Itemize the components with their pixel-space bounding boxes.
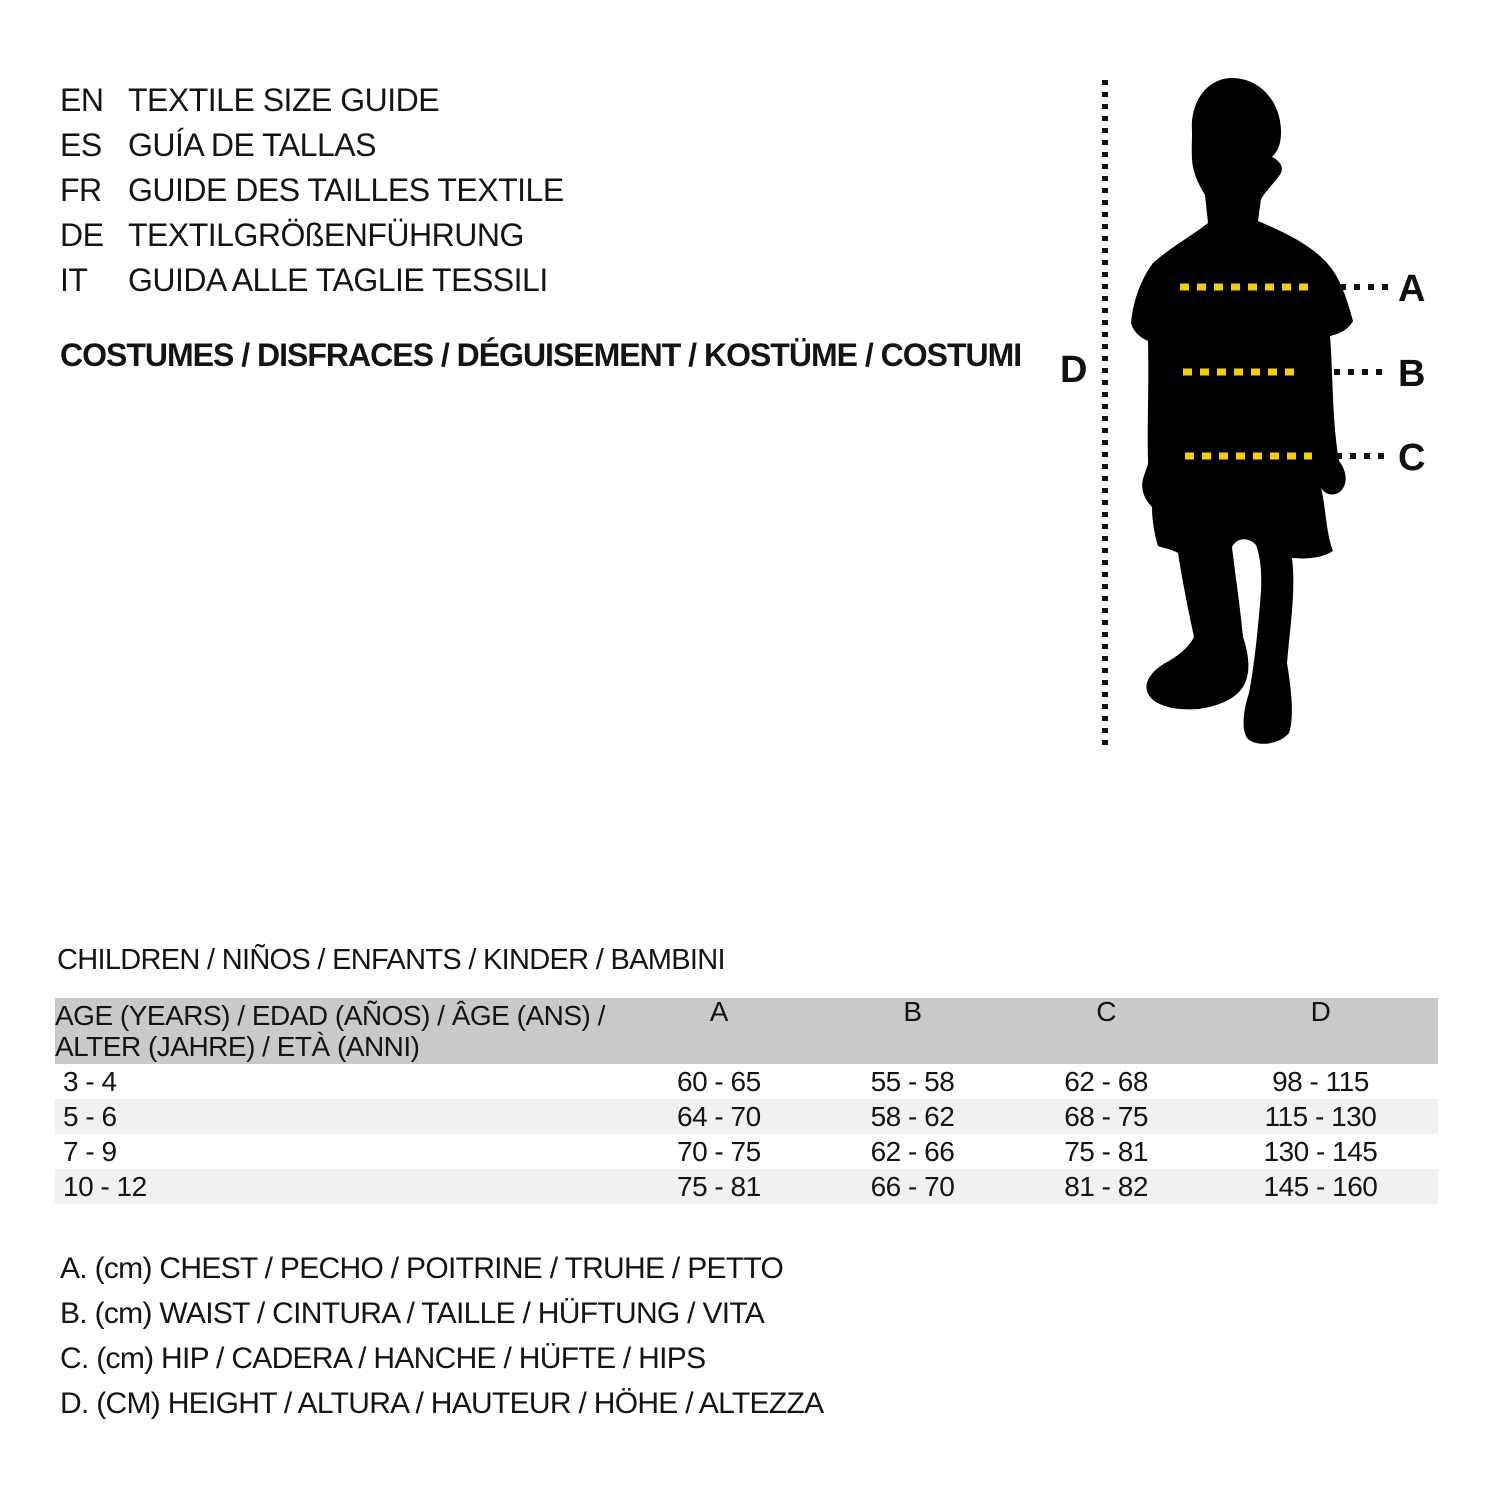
chest-cell: 70 - 75 (677, 1136, 761, 1167)
legend-item-waist: B. (cm) WAIST / CINTURA / TAILLE / HÜFTU… (60, 1296, 765, 1330)
child-measurement-figure: D A B C (1060, 78, 1425, 745)
age-header-line1: AGE (YEARS) / EDAD (AÑOS) / ÂGE (ANS) / (55, 1000, 605, 1031)
table-header-row: AGE (YEARS) / EDAD (AÑOS) / ÂGE (ANS) / … (55, 998, 1438, 1064)
lang-code: FR (60, 172, 102, 208)
column-header-a: A (709, 996, 729, 1027)
lang-row-en: EN TEXTILE SIZE GUIDE (60, 78, 564, 123)
chest-cell: 75 - 81 (677, 1171, 761, 1202)
height-cell: 130 - 145 (1263, 1136, 1378, 1167)
lang-code: IT (60, 262, 88, 298)
chest-cell: 64 - 70 (677, 1101, 761, 1132)
table-row-age-5-6: 5 - 6 64 - 70 58 - 62 68 - 75 115 - 130 (55, 1099, 1438, 1134)
lang-guide-label: GUIDA ALLE TAGLIE TESSILI (128, 262, 548, 298)
height-label: D (1060, 349, 1087, 391)
hip-cell: 62 - 68 (1064, 1066, 1148, 1097)
table-row-age-7-9: 7 - 9 70 - 75 62 - 66 75 - 81 130 - 145 (55, 1134, 1438, 1169)
legend-item-hip: C. (cm) HIP / CADERA / HANCHE / HÜFTE / … (60, 1341, 706, 1375)
lang-row-es: ES GUÍA DE TALLAS (60, 123, 564, 168)
lang-code: EN (60, 82, 104, 118)
age-header-line2: ALTER (JAHRE) / ETÀ (ANNI) (55, 1031, 420, 1062)
waist-cell: 58 - 62 (870, 1101, 955, 1132)
column-header-b: B (903, 996, 922, 1027)
waist-label: B (1398, 353, 1425, 395)
hip-cell: 81 - 82 (1064, 1171, 1148, 1202)
legend-item-chest: A. (cm) CHEST / PECHO / POITRINE / TRUHE… (60, 1251, 784, 1285)
waist-cell: 62 - 66 (870, 1136, 955, 1167)
age-cell: 10 - 12 (63, 1171, 147, 1202)
age-cell: 7 - 9 (63, 1136, 117, 1167)
children-section-title: CHILDREN / NIÑOS / ENFANTS / KINDER / BA… (57, 943, 726, 976)
lang-guide-label: GUIDE DES TAILLES TEXTILE (128, 172, 564, 208)
height-cell: 115 - 130 (1264, 1101, 1377, 1132)
waist-cell: 55 - 58 (870, 1066, 955, 1097)
age-header-cell: AGE (YEARS) / EDAD (AÑOS) / ÂGE (ANS) / … (55, 998, 622, 1064)
lang-row-fr: FR GUIDE DES TAILLES TEXTILE (60, 168, 564, 213)
age-cell: 3 - 4 (63, 1066, 117, 1097)
size-table: AGE (YEARS) / EDAD (AÑOS) / ÂGE (ANS) / … (55, 998, 1438, 1204)
lang-code: DE (60, 217, 104, 253)
column-header-d: D (1310, 996, 1331, 1027)
lang-guide-label: TEXTILE SIZE GUIDE (128, 82, 440, 118)
lang-row-de: DE TEXTILGRÖßENFÜHRUNG (60, 213, 564, 258)
lang-code: ES (60, 127, 102, 163)
language-guide-list: EN TEXTILE SIZE GUIDE ES GUÍA DE TALLAS … (60, 78, 564, 303)
table-row-age-3-4: 3 - 4 60 - 65 55 - 58 62 - 68 98 - 115 (55, 1064, 1438, 1099)
child-silhouette-icon (1131, 78, 1353, 744)
category-title: COSTUMES / DISFRACES / DÉGUISEMENT / KOS… (60, 336, 1022, 373)
hip-label: C (1398, 437, 1425, 479)
legend-item-height: D. (CM) HEIGHT / ALTURA / HAUTEUR / HÖHE… (60, 1386, 824, 1420)
chest-cell: 60 - 65 (677, 1066, 761, 1097)
age-cell: 5 - 6 (63, 1101, 117, 1132)
height-cell: 98 - 115 (1272, 1066, 1369, 1097)
height-cell: 145 - 160 (1263, 1171, 1378, 1202)
column-header-c: C (1096, 996, 1116, 1027)
waist-cell: 66 - 70 (870, 1171, 955, 1202)
hip-cell: 68 - 75 (1064, 1101, 1148, 1132)
lang-guide-label: GUÍA DE TALLAS (128, 127, 376, 163)
lang-row-it: IT GUIDA ALLE TAGLIE TESSILI (60, 258, 564, 303)
lang-guide-label: TEXTILGRÖßENFÜHRUNG (128, 217, 524, 253)
chest-label: A (1398, 268, 1425, 310)
hip-cell: 75 - 81 (1064, 1136, 1148, 1167)
table-row-age-10-12: 10 - 12 75 - 81 66 - 70 81 - 82 145 - 16… (55, 1169, 1438, 1204)
measurement-legend: A. (cm) CHEST / PECHO / POITRINE / TRUHE… (60, 1246, 824, 1426)
